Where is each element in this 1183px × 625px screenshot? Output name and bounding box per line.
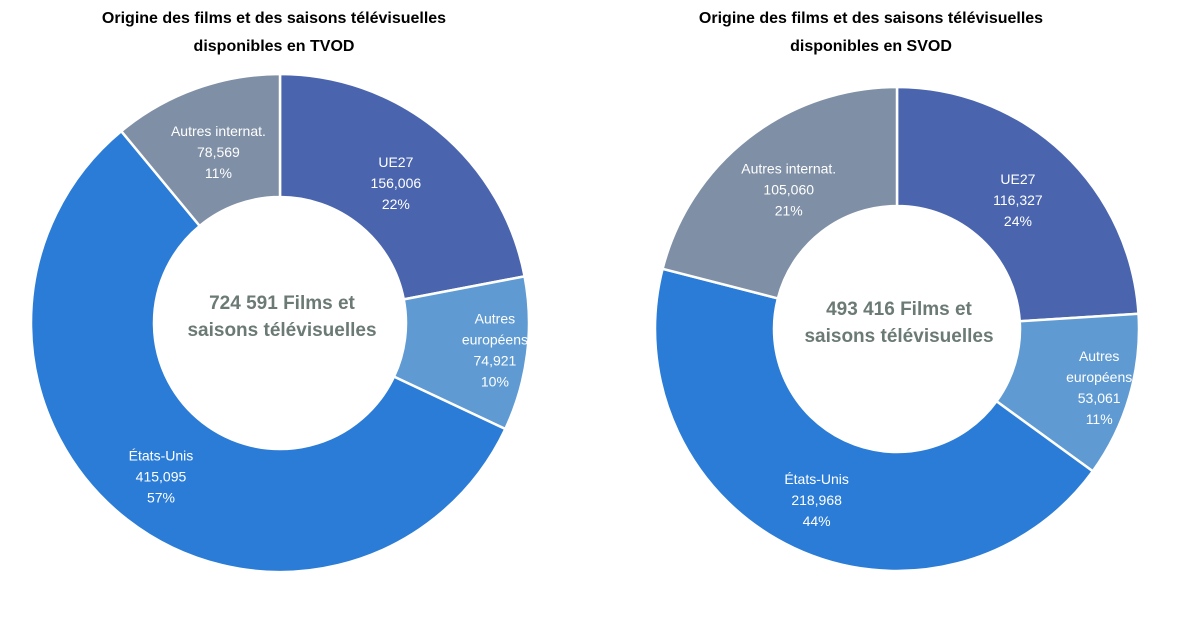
tvod-slice-label-etats-unis: États-Unis 415,095 57% [129, 447, 194, 505]
svod-slice-label-autres-europeens: Autres européens 53,061 11% [1066, 348, 1132, 427]
svod-donut-chart: Origine des films et des saisons télévis… [653, 10, 1141, 573]
tvod-center-line: 724 591 Films et [209, 293, 355, 314]
svod-slice-label-ue27: UE27 116,327 24% [993, 171, 1043, 229]
tvod-center-total: 724 591 Films et saisons télévisuelles [187, 293, 376, 341]
svod-slice-label-line: 21% [775, 202, 803, 218]
tvod-title-line: disponibles en TVOD [194, 38, 355, 55]
tvod-chart-title: Origine des films et des saisons télévis… [102, 10, 446, 55]
tvod-slice-autres-internat [119, 72, 282, 228]
svod-slice-label-line: 116,327 [993, 192, 1043, 208]
tvod-title-line: Origine des films et des saisons télévis… [102, 10, 446, 27]
tvod-slice-label-line: 415,095 [136, 468, 187, 484]
tvod-slice-label-line: UE27 [378, 154, 413, 170]
svod-slice-etats-unis [653, 267, 1095, 573]
svod-slice-label-line: 105,060 [763, 181, 814, 197]
tvod-slice-label-line: Autres internat. [171, 123, 266, 139]
tvod-slice-label-line: Autres [475, 311, 515, 327]
svod-slice-label-line: 11% [1086, 411, 1113, 427]
svod-slice-label-line: 24% [1004, 213, 1032, 229]
tvod-donut-chart: Origine des films et des saisons télévis… [29, 10, 531, 574]
svod-title-line: disponibles en SVOD [790, 38, 952, 55]
svod-chart-title: Origine des films et des saisons télévis… [699, 10, 1043, 55]
tvod-slice-label-line: 57% [147, 489, 175, 505]
svod-slice-label-line: UE27 [1000, 171, 1035, 187]
svod-slice-label-line: 53,061 [1078, 390, 1121, 406]
svod-slice-label-line: Autres internat. [741, 160, 836, 176]
tvod-center-line: saisons télévisuelles [187, 320, 376, 341]
svod-slice-ue27 [895, 85, 1140, 323]
svod-slice-label-line: États-Unis [784, 471, 849, 487]
svod-center-line: 493 416 Films et [826, 299, 972, 320]
tvod-slice-label-line: européens [462, 332, 528, 348]
tvod-slice-etats-unis [29, 129, 507, 574]
svod-slice-label-line: 44% [803, 513, 831, 529]
svod-center-total: 493 416 Films et saisons télévisuelles [804, 299, 993, 347]
svod-slice-label-line: européens [1066, 369, 1132, 385]
svod-center-line: saisons télévisuelles [804, 326, 993, 347]
tvod-slice-label-line: 78,569 [197, 144, 240, 160]
tvod-slice-label-line: 10% [481, 374, 509, 390]
svod-slice-label-etats-unis: États-Unis 218,968 44% [784, 471, 849, 529]
svod-title-line: Origine des films et des saisons télévis… [699, 10, 1043, 27]
svod-slice-label-line: Autres [1079, 348, 1119, 364]
tvod-slice-label-line: 22% [382, 196, 410, 212]
tvod-slice-ue27 [278, 72, 527, 301]
tvod-slice-label-ue27: UE27 156,006 22% [371, 154, 422, 212]
tvod-slice-label-line: 11% [205, 165, 232, 181]
svod-slice-label-line: 218,968 [791, 492, 842, 508]
svod-slice-autres-internat [661, 85, 899, 300]
tvod-slice-label-autres-internat: Autres internat. 78,569 11% [171, 123, 266, 181]
tvod-slice-label-autres-europeens: Autres européens 74,921 10% [462, 311, 528, 390]
tvod-slice-label-line: 156,006 [371, 175, 422, 191]
svod-slice-label-autres-internat: Autres internat. 105,060 21% [741, 160, 836, 218]
tvod-slice-label-line: États-Unis [129, 447, 194, 463]
tvod-slice-label-line: 74,921 [474, 353, 517, 369]
